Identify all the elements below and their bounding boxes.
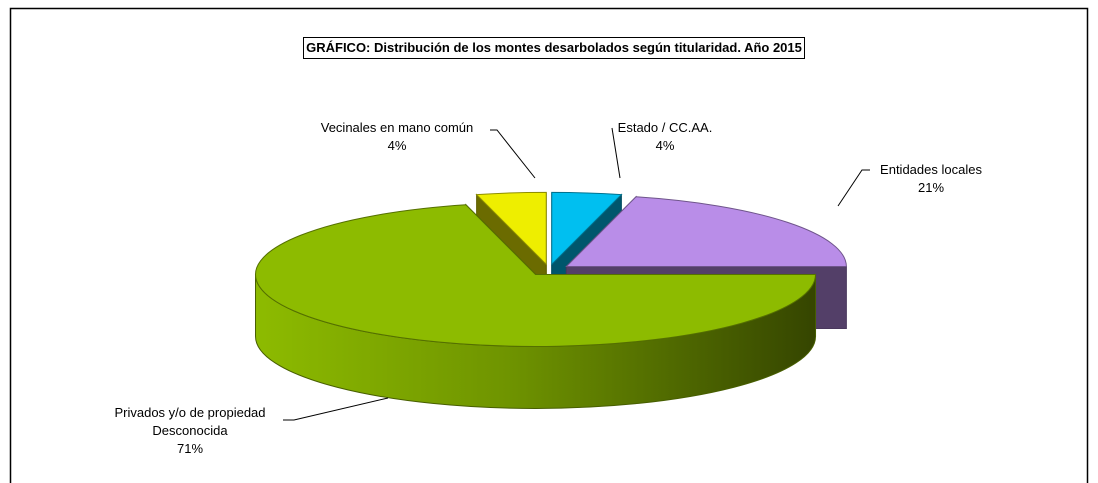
label-category: Estado / CC.AA. [617,120,713,135]
label-value: 21% [917,180,945,195]
slice [255,204,817,347]
leader-lines [283,127,870,421]
label-value: 71% [176,441,204,456]
chart-frame [9,7,1089,483]
pie [255,191,847,409]
slice [551,191,623,266]
chart-title: GRÁFICO: Distribución de los montes desa… [303,37,805,59]
data-label: Entidades locales 21% [836,161,1026,197]
data-label: Vecinales en mano común 4% [302,119,492,155]
label-category: Vecinales en mano común [320,120,474,135]
data-label: Privados y/o de propiedad Desconocida 71… [105,404,275,458]
label-category: Privados y/o de propiedad Desconocida [114,405,266,438]
leader-line [283,397,389,421]
label-value: 4% [387,138,407,153]
leader-line [611,127,621,179]
data-label: Estado / CC.AA. 4% [570,119,760,155]
leader-line [490,129,536,179]
slice [475,191,547,266]
slice [565,196,847,268]
label-category: Entidades locales [880,162,982,177]
leader-line [837,169,870,207]
label-value: 4% [655,138,675,153]
